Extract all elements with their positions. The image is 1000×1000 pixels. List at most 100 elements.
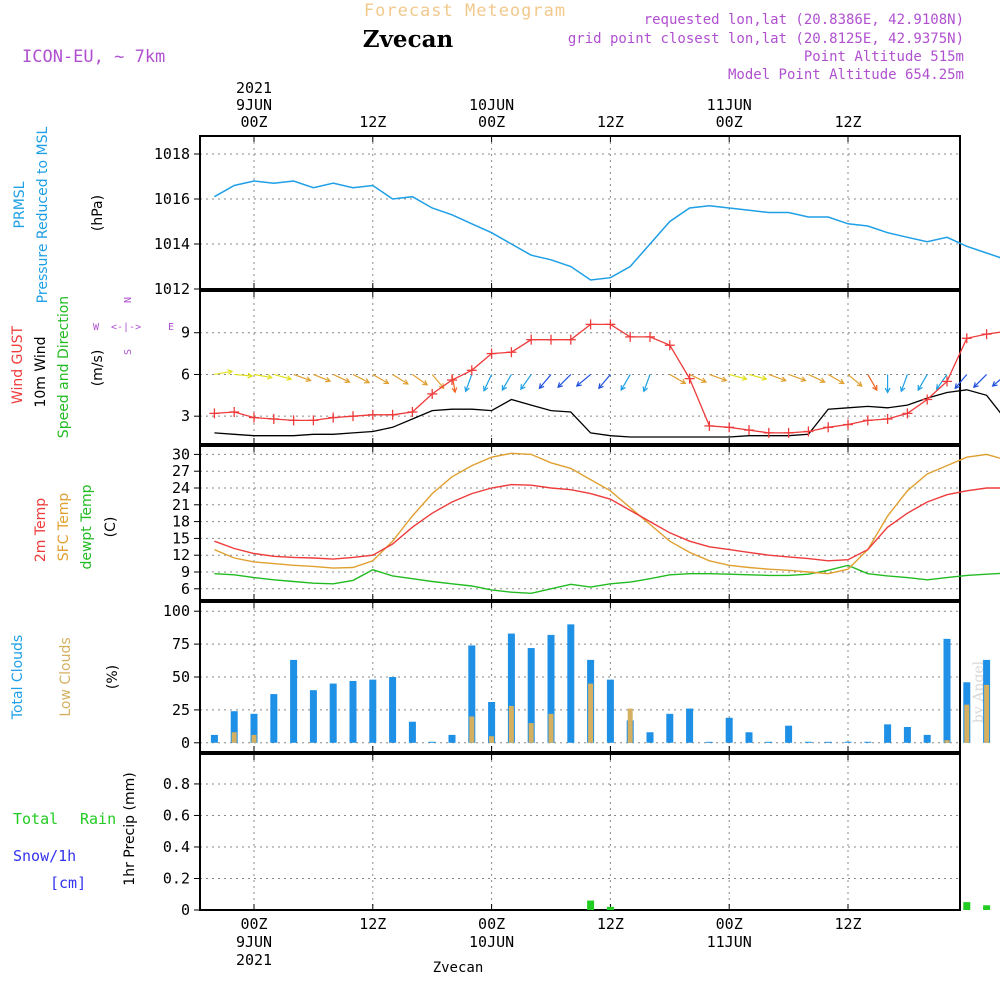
wind-arrow-shaft	[936, 374, 948, 390]
bottom-axis-date: 9JUN	[236, 933, 272, 951]
wind-direction-arrow	[557, 374, 572, 389]
p3-unit: (C)	[103, 517, 119, 538]
wind-arrow-shaft	[293, 373, 311, 382]
low-cloud-bar	[469, 716, 475, 743]
wind-direction-arrow	[431, 374, 445, 390]
y-tick-label: 27	[172, 462, 190, 480]
watermark: by Angel	[971, 660, 987, 723]
gust-marker	[427, 388, 438, 399]
y-tick-label: 0	[181, 734, 190, 752]
gust-marker	[902, 408, 913, 419]
wind-arrow-head	[954, 383, 961, 390]
wind-arrow-head	[464, 386, 470, 393]
point-altitude: Point Altitude 515m	[804, 49, 964, 65]
wind-arrow-shaft	[538, 374, 552, 389]
wind-arrow-head	[642, 386, 648, 393]
wind-arrow-head	[884, 387, 891, 394]
wind-direction-arrow	[899, 374, 908, 393]
gust-marker	[466, 365, 477, 376]
total-cloud-bar	[290, 659, 298, 743]
y-tick-label: 9	[181, 324, 190, 342]
wind-direction-arrow	[808, 373, 826, 383]
model-altitude: Model Point Altitude 654.25m	[728, 67, 964, 83]
p5-label-total: Total	[13, 810, 58, 828]
wind-direction-arrow	[884, 374, 891, 394]
total-cloud-bar	[488, 702, 496, 743]
wind-arrow-shaft	[729, 373, 747, 380]
total-cloud-bar	[884, 724, 892, 743]
wind-arrow-head	[741, 375, 748, 381]
wind-arrow-head	[800, 376, 807, 382]
y-tick-label: 1014	[154, 235, 190, 253]
total-cloud-bar	[547, 634, 555, 743]
series-sfc-temp	[214, 452, 1000, 575]
p4-unit: (%)	[105, 665, 121, 689]
wind-direction-arrow	[991, 379, 1000, 387]
series-prmsl	[214, 180, 1000, 281]
wind-arrow-head	[364, 378, 371, 384]
panel-pressure: 1012 1014 1016 1018	[154, 135, 1000, 298]
series-2m-temp	[214, 483, 1000, 562]
wind-arrow-head	[286, 375, 293, 381]
gust-marker	[882, 413, 893, 424]
low-cloud-bar	[964, 704, 970, 743]
y-tick-label: 15	[172, 529, 190, 547]
total-cloud-bar	[329, 683, 337, 743]
total-cloud-bar	[369, 679, 377, 743]
series-dewpoint	[214, 564, 1000, 595]
y-tick-label: 0	[181, 901, 190, 919]
panel-precip: 0 0.2 0.4 0.6 0.8	[163, 753, 991, 919]
wind-arrow-head	[575, 381, 582, 387]
wind-direction-arrow	[748, 373, 768, 381]
wind-direction-arrow	[332, 373, 351, 383]
footer-location: Zvecan	[433, 960, 484, 976]
wind-arrow-shaft	[332, 373, 350, 383]
wind-direction-arrow	[620, 374, 631, 392]
wind-arrow-head	[483, 385, 489, 392]
gust-marker	[209, 408, 220, 419]
gridpoint-coords: grid point closest lon,lat (20.8125E, 42…	[568, 31, 964, 47]
gust-marker	[546, 334, 556, 345]
wind-direction-arrow	[689, 373, 708, 383]
top-axis-year: 2021	[236, 79, 272, 97]
low-cloud-bar	[489, 736, 495, 743]
wind-direction-arrow	[669, 373, 687, 385]
gust-marker	[407, 407, 418, 418]
y-tick-label: 0.4	[163, 838, 190, 856]
gust-marker	[486, 348, 497, 359]
y-tick-label: 12	[172, 546, 190, 564]
gust-marker	[843, 419, 853, 430]
total-cloud-bar	[903, 727, 911, 743]
total-cloud-bar	[527, 648, 535, 743]
wind-arrow-shaft	[520, 374, 532, 390]
bottom-axis-hour: 12Z	[834, 915, 861, 933]
y-tick-label: 1018	[154, 145, 190, 163]
p2-label-dir: Speed and Direction	[56, 296, 72, 438]
low-cloud-bar	[627, 708, 633, 743]
gust-marker	[249, 412, 259, 423]
wind-arrow-head	[872, 385, 878, 392]
gust-marker	[961, 333, 972, 344]
wind-arrow-shaft	[900, 374, 908, 392]
wind-direction-arrow	[788, 373, 807, 382]
wind-direction-arrow	[352, 373, 371, 384]
wind-arrow-shaft	[669, 373, 686, 384]
wind-arrow-head	[538, 383, 545, 390]
gust-marker	[862, 415, 873, 426]
gust-marker	[229, 407, 240, 418]
wind-direction-arrow	[451, 374, 458, 394]
gust-marker	[526, 334, 537, 345]
wind-arrow-head	[856, 381, 863, 387]
top-axis-hour: 00Z	[240, 113, 267, 131]
y-tick-label: 6	[181, 580, 190, 598]
wind-arrow-head	[780, 376, 787, 382]
wind-arrow-head	[972, 382, 979, 389]
total-cloud-bar	[349, 680, 357, 743]
p3-label-dew: dewpt Temp	[79, 484, 95, 569]
wind-direction-arrow	[867, 374, 878, 392]
gust-marker	[585, 319, 596, 330]
wind-direction-arrow	[768, 373, 787, 382]
wind-arrow-shaft	[253, 373, 272, 379]
